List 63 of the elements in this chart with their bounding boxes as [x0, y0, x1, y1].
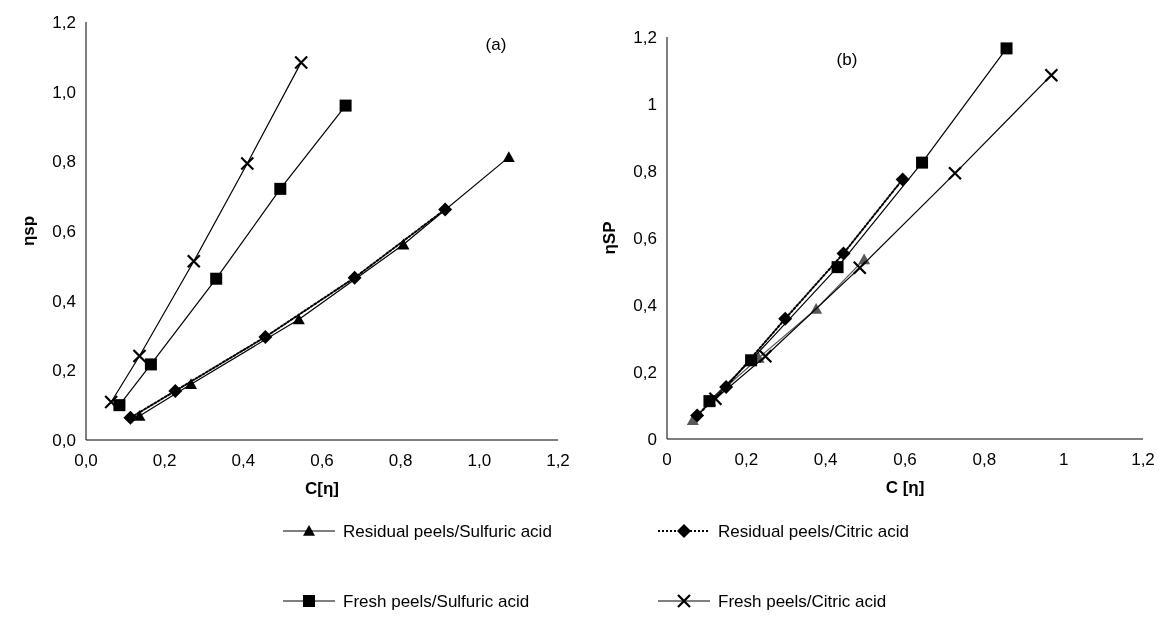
y-tick-label: 0,4: [633, 296, 657, 315]
point: [339, 99, 352, 112]
x-tick-label: 0,4: [813, 450, 838, 469]
point: [168, 383, 183, 398]
x-tick-label: 0,8: [972, 450, 997, 469]
x-tick-label: 0,8: [388, 451, 413, 470]
point: [1044, 68, 1059, 83]
y-tick-label: 0: [647, 430, 657, 449]
legend-label: Fresh peels/Citric acid: [718, 592, 887, 611]
y-tick-label: 0,2: [52, 361, 76, 381]
x-tick-label: 1,2: [1131, 450, 1155, 469]
x-tick-label: 0: [662, 450, 672, 469]
point: [347, 270, 362, 285]
point: [104, 394, 119, 410]
point: [240, 156, 255, 171]
point: [274, 182, 287, 195]
y-tick-label: 0,8: [52, 152, 76, 172]
x-axis-title: C [η]: [885, 478, 925, 497]
point: [294, 55, 309, 70]
annotation: (a): [485, 35, 507, 54]
y-tick-label: 0,6: [52, 222, 76, 241]
legend-label: Residual peels/Citric acid: [718, 522, 909, 541]
x-tick-label: 1,2: [546, 451, 570, 470]
y-tick-label: 1,2: [633, 28, 657, 47]
legend-label: Fresh peels/Sulfuric acid: [343, 592, 530, 611]
point: [123, 410, 138, 425]
point: [1000, 42, 1013, 55]
x-tick-label: 1,0: [467, 451, 492, 470]
point: [502, 151, 515, 162]
y-tick-label: 0,2: [633, 363, 657, 382]
point: [690, 408, 705, 423]
x-tick-label: 0,4: [231, 451, 256, 470]
point: [438, 202, 453, 217]
y-tick-label: 1,2: [52, 13, 76, 32]
annotation: (b): [836, 50, 858, 69]
point: [916, 156, 929, 169]
point: [895, 172, 910, 187]
point: [210, 272, 223, 285]
legend-label: Residual peels/Sulfuric acid: [343, 522, 552, 541]
x-tick-label: 0,2: [152, 451, 177, 470]
x-tick-label: 0,0: [74, 451, 98, 470]
point: [258, 329, 273, 344]
y-tick-label: 0,0: [52, 431, 76, 450]
point: [947, 166, 963, 181]
y-axis-title: ηSP: [600, 221, 619, 255]
x-tick-label: 1: [1058, 450, 1069, 469]
y-tick-label: 1,0: [52, 82, 76, 102]
y-tick-label: 1: [647, 95, 657, 114]
point: [186, 254, 201, 269]
x-tick-label: 0,2: [734, 450, 759, 469]
y-tick-label: 0,4: [52, 291, 76, 311]
point: [132, 348, 147, 364]
y-tick-label: 0,6: [633, 229, 657, 248]
x-tick-label: 0,6: [310, 451, 334, 470]
point: [758, 349, 773, 364]
y-axis-title: ηsp: [19, 215, 38, 247]
y-tick-label: 0,8: [633, 162, 657, 181]
point: [144, 358, 157, 371]
point: [745, 354, 758, 367]
point: [831, 261, 844, 274]
point: [852, 260, 867, 275]
x-axis-title: C[η]: [305, 479, 339, 498]
x-tick-label: 0,6: [893, 450, 917, 469]
